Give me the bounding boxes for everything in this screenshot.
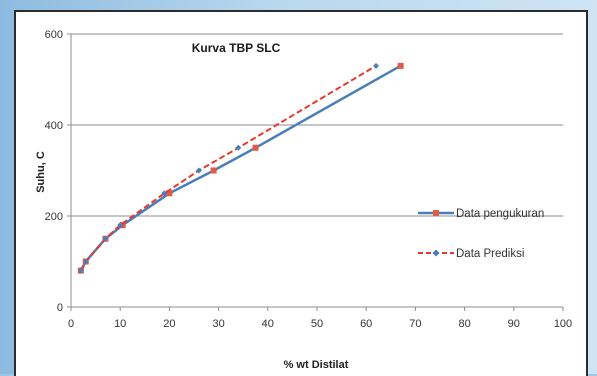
data-point-prediksi [195, 167, 202, 174]
y-tick-label: 400 [45, 120, 63, 132]
chart-panel: 0 200 400 600 0 10 20 30 40 50 60 70 80 90 100 Kurva … [14, 10, 588, 376]
data-point-prediksi [77, 267, 84, 274]
x-tick-label: 40 [262, 318, 274, 330]
data-point-prediksi [82, 258, 89, 265]
gridlines [71, 33, 563, 217]
series-line-prediksi [79, 64, 377, 272]
chart-title: Kurva TBP SLC [192, 41, 281, 55]
legend: Data pengukuran Data Prediksi [418, 208, 544, 260]
x-tick-label: 70 [409, 318, 421, 330]
axes [67, 33, 564, 311]
x-tick-label: 10 [114, 318, 126, 330]
x-tick-labels: 0 10 20 30 40 50 60 70 80 90 100 [68, 318, 572, 330]
y-tick-labels: 0 200 400 600 [45, 29, 63, 314]
data-point-pengukuran [397, 62, 404, 69]
x-tick-label: 50 [311, 318, 323, 330]
x-tick-label: 0 [68, 318, 74, 330]
y-tick-label: 0 [57, 302, 63, 314]
x-tick-label: 100 [554, 318, 572, 330]
x-tick-label: 80 [458, 318, 470, 330]
series-layer [77, 62, 404, 274]
x-tick-label: 20 [163, 318, 175, 330]
data-point-prediksi [102, 235, 109, 242]
legend-item-prediksi: Data Prediksi [418, 248, 524, 260]
legend-marker-pengukuran [433, 210, 439, 216]
line-chart: 0 200 400 600 0 10 20 30 40 50 60 70 80 90 100 Kurva … [35, 29, 572, 371]
x-tick-label: 30 [212, 318, 224, 330]
legend-label-prediksi: Data Prediksi [456, 248, 524, 260]
series-line-pengukuran [79, 64, 402, 272]
data-point-prediksi [117, 222, 124, 229]
data-point-prediksi [235, 144, 242, 151]
data-point-prediksi [373, 62, 380, 69]
y-tick-label: 200 [45, 211, 63, 223]
legend-item-pengukuran: Data pengukuran [418, 208, 544, 220]
data-point-prediksi [161, 190, 168, 197]
x-axis-title: % wt Distilat [284, 359, 349, 371]
data-point-pengukuran [166, 190, 173, 197]
legend-marker-prediksi [432, 249, 440, 257]
legend-label-pengukuran: Data pengukuran [456, 208, 544, 220]
x-tick-label: 60 [360, 318, 372, 330]
y-axis-title: Suhu, C [35, 151, 47, 193]
data-point-pengukuran [252, 144, 259, 151]
x-tick-label: 90 [508, 318, 520, 330]
data-point-pengukuran [210, 167, 217, 174]
y-tick-label: 600 [45, 29, 63, 41]
